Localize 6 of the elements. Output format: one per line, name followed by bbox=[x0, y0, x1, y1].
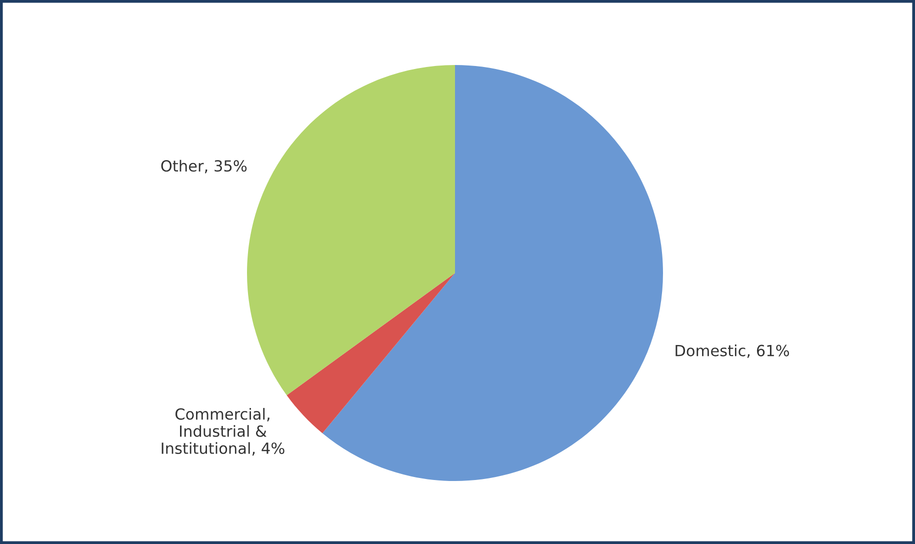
pie-slice bbox=[286, 273, 455, 434]
slice-label: Commercial, Industrial & Institutional, 4% bbox=[162, 408, 284, 456]
slice-label: Domestic, 61% bbox=[676, 344, 789, 358]
pie-slice bbox=[247, 65, 455, 396]
slice-label: Other, 35% bbox=[161, 160, 247, 174]
pie-slice bbox=[322, 65, 663, 481]
